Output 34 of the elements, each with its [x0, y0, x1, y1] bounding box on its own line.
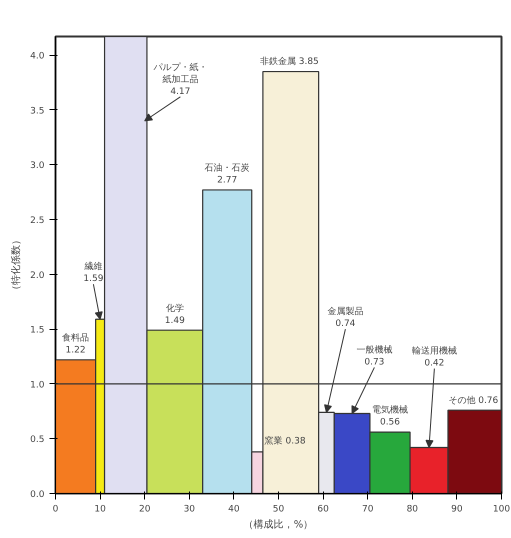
x-tick-label: 20 — [138, 504, 151, 514]
y-tick-label: 1.5 — [30, 326, 45, 336]
annotation: その他 0.76 — [448, 394, 499, 406]
y-tick-label: 2.0 — [30, 270, 45, 281]
y-axis-title: （特化係数） — [10, 235, 22, 295]
x-tick-label: 80 — [406, 504, 418, 514]
annotation: 化学 1.49 — [164, 302, 186, 326]
annotation: 一般機械 0.73 — [356, 344, 392, 368]
x-tick-label: 0 — [52, 504, 59, 514]
y-tick-label: 0.5 — [30, 435, 45, 446]
annotation: 食料品 1.22 — [62, 332, 90, 356]
x-tick-label: 40 — [228, 504, 240, 514]
y-tick-label: 1.0 — [30, 380, 45, 390]
y-tick-label: 2.5 — [30, 216, 45, 226]
y-tick-label: 0.0 — [30, 490, 45, 500]
annotation: 石油・石炭 2.77 — [204, 162, 250, 186]
annotation: 非鉄金属 3.85 — [260, 56, 319, 68]
annotation: 繊維 1.59 — [83, 261, 104, 284]
y-tick-label: 3.5 — [30, 106, 45, 116]
x-tick-label: 50 — [272, 504, 284, 514]
x-tick-label: 70 — [362, 504, 374, 514]
annotation: 電気機械 0.56 — [372, 404, 408, 428]
x-tick-label: 90 — [451, 504, 463, 514]
annotation: 輸送用機械 0.42 — [412, 346, 457, 369]
x-axis-title: （構成比，%） — [244, 518, 314, 530]
annotation: 窯業 0.38 — [264, 435, 306, 446]
annotation: パルプ・紙・紙加工品 4.17 — [152, 62, 208, 97]
y-tick-label: 4.0 — [30, 52, 45, 62]
y-tick-label: 3.0 — [30, 161, 45, 172]
x-tick-label: 100 — [492, 504, 510, 514]
x-tick-label: 30 — [184, 504, 196, 514]
annotation: 金属製品 0.74 — [327, 306, 364, 330]
x-tick-label: 10 — [94, 504, 106, 514]
x-tick-label: 60 — [317, 504, 330, 514]
